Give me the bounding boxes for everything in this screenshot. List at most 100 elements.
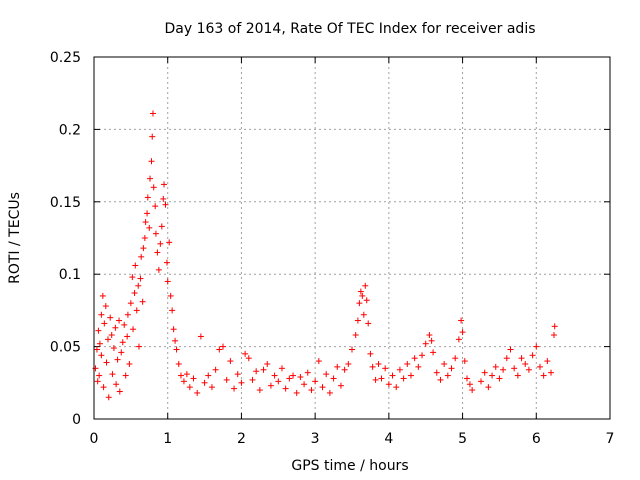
data-point [152,203,159,210]
data-point [308,387,315,394]
data-point [264,360,271,367]
data-point [201,379,208,386]
data-point [396,366,403,373]
data-point [126,360,133,367]
data-point [359,292,366,299]
data-point [131,290,138,297]
data-point [312,378,319,385]
data-point [154,249,161,256]
data-point [533,343,540,350]
data-point [461,358,468,365]
data-point [271,372,278,379]
data-point [337,382,344,389]
data-point [138,253,145,260]
data-point [489,372,496,379]
data-point [260,366,267,373]
data-point [208,384,215,391]
data-point [253,368,260,375]
data-point [382,365,389,372]
data-point [105,336,112,343]
data-point [135,343,142,350]
data-point [518,355,525,362]
data-point [389,372,396,379]
data-point [522,360,529,367]
data-point [485,384,492,391]
data-point [98,311,105,318]
data-point [216,346,223,353]
data-point [100,384,107,391]
data-point [169,307,176,314]
data-point [341,366,348,373]
data-point [297,374,304,381]
data-point [363,297,370,304]
data-point [114,356,121,363]
data-point [177,372,184,379]
data-point [419,352,426,359]
data-point [152,230,159,237]
data-point [110,345,117,352]
data-point [124,311,131,318]
x-tick-label: 3 [311,431,320,447]
data-point [393,384,400,391]
data-point [426,332,433,339]
data-point [507,346,514,353]
y-tick-label: 0.25 [50,50,81,66]
data-point [94,378,101,385]
data-point [540,372,547,379]
data-point [119,339,126,346]
data-point [142,219,149,226]
data-point [352,332,359,339]
data-point [362,282,369,289]
data-point [105,394,112,401]
data-point [345,360,352,367]
data-point [92,365,99,372]
data-point [121,321,128,328]
data-point [212,366,219,373]
data-point [378,375,385,382]
data-point [99,292,106,299]
data-point [400,375,407,382]
data-point [466,381,473,388]
data-point [135,282,142,289]
data-point [170,326,177,333]
data-point [430,349,437,356]
data-point [326,389,333,396]
data-point [293,389,300,396]
data-point [550,332,557,339]
grid [94,57,610,419]
data-point [458,317,465,324]
data-point [147,175,154,182]
data-point [164,278,171,285]
data-point [544,358,551,365]
data-point [503,355,510,362]
data-point [116,317,123,324]
data-point [149,133,156,140]
data-point [163,259,170,266]
data-point [133,307,140,314]
data-point [492,363,499,370]
data-point [315,358,322,365]
y-tick-label: 0.2 [59,122,81,138]
data-point [367,350,374,357]
data-point [349,346,355,353]
data-point [113,381,120,388]
data-point [162,201,169,208]
data-point [197,333,204,340]
data-point [122,372,129,379]
data-point [112,324,119,331]
data-point [256,387,263,394]
data-point [146,224,153,231]
data-point [242,350,249,357]
data-point [186,384,193,391]
data-point [160,195,167,202]
data-point [107,314,114,321]
data-point [220,343,226,350]
y-axis-label: ROTI / TECUs [7,192,23,284]
data-point [157,240,164,247]
data-point [286,375,293,382]
y-tick-label: 0 [72,412,81,428]
data-point [124,333,131,340]
data-point [267,382,274,389]
data-point [109,371,116,378]
